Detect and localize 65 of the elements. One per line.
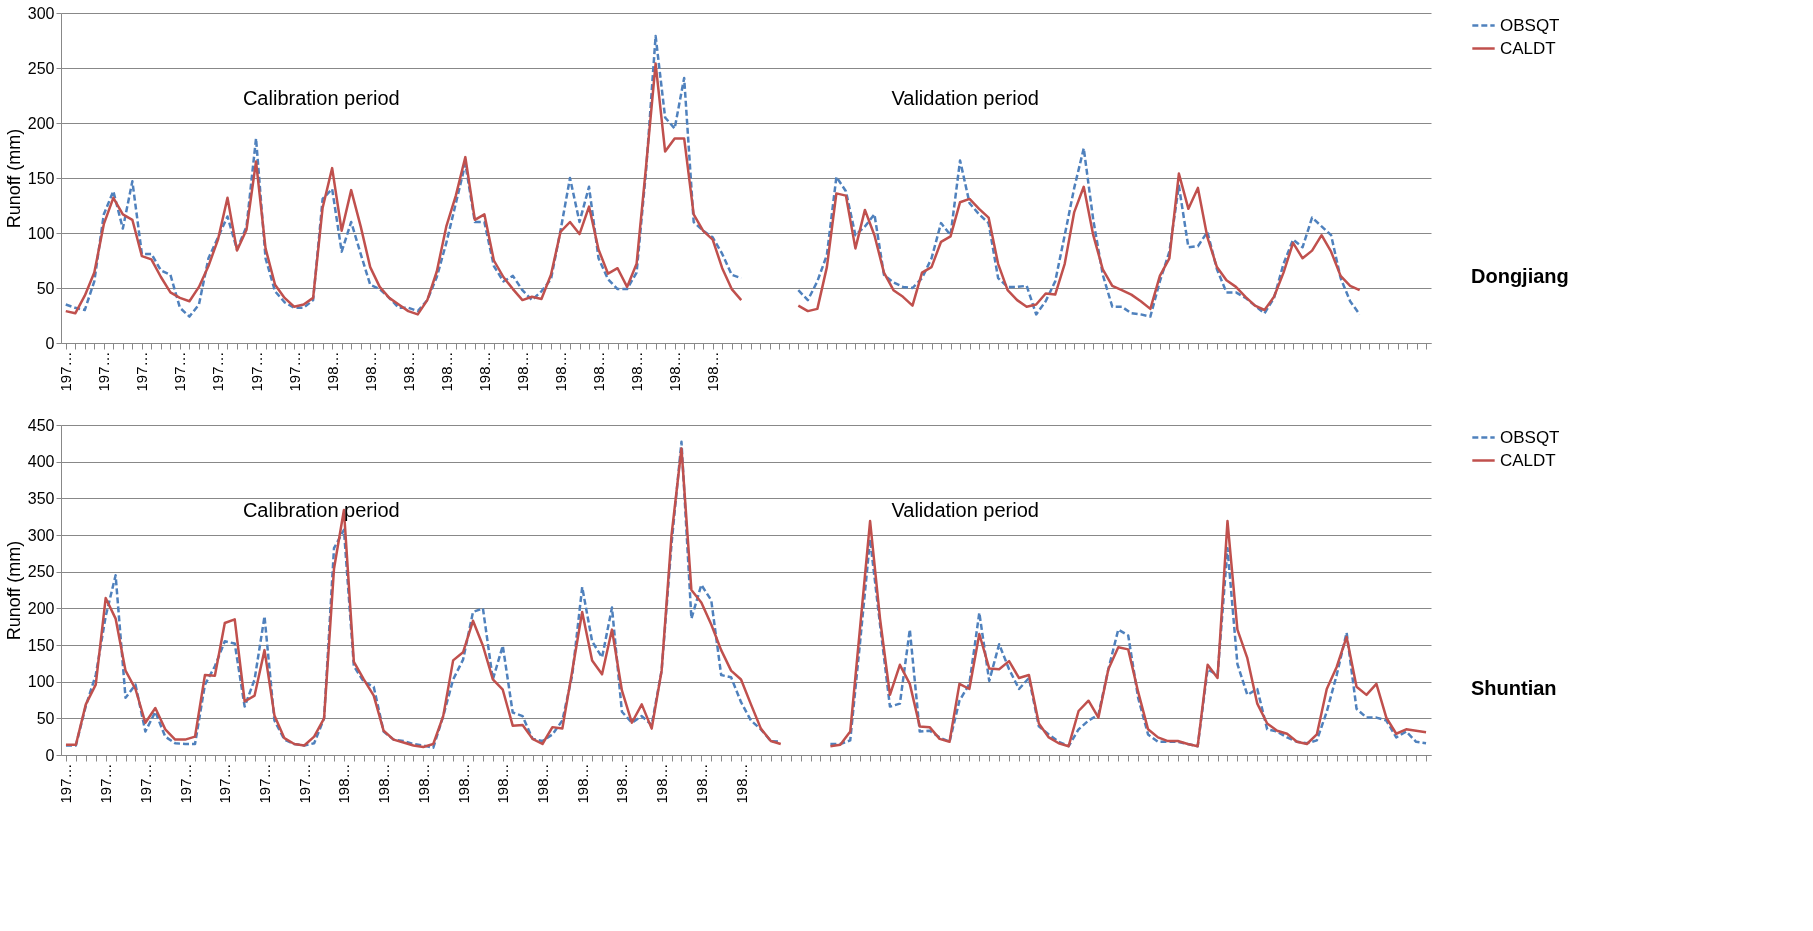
x-tick-label: 198… <box>475 351 493 392</box>
x-tick-label: 198… <box>375 763 393 804</box>
x-tick-label: 197… <box>95 351 113 392</box>
x-tick-label: 198… <box>399 351 417 392</box>
x-tick-label: 198… <box>628 351 646 392</box>
x-tick-label: 198… <box>494 763 512 804</box>
y-tick-label: 100 <box>27 673 55 691</box>
y-tick-label: 200 <box>27 599 55 617</box>
x-tick-label: 198… <box>361 351 379 392</box>
y-tick-label: 400 <box>27 453 55 471</box>
x-tick-label: 198… <box>551 351 569 392</box>
legend-label: OBSQT <box>1500 427 1560 447</box>
y-tick-label: 450 <box>27 416 55 434</box>
x-tick-label: 198… <box>590 351 608 392</box>
y-tick-label: 200 <box>27 114 55 132</box>
x-tick-label: 198… <box>335 763 353 804</box>
x-tick-label: 198… <box>533 763 551 804</box>
text: Shuntian <box>1471 677 1557 699</box>
x-tick-label: 198… <box>573 763 591 804</box>
x-tick-label: 198… <box>613 763 631 804</box>
y-axis-title: Runoff (mm) <box>3 540 24 641</box>
y-tick-label: 250 <box>27 563 55 581</box>
y-tick-label: 150 <box>27 169 55 187</box>
text: Dongjiang <box>1471 265 1569 287</box>
x-tick-label: 197… <box>295 763 313 804</box>
x-tick-label: 198… <box>692 763 710 804</box>
y-tick-label: 0 <box>45 746 55 764</box>
x-tick-label: 198… <box>666 351 684 392</box>
x-tick-label: 198… <box>704 351 722 392</box>
x-tick-label: 198… <box>437 351 455 392</box>
x-tick-label: 198… <box>454 763 472 804</box>
y-tick-label: 100 <box>27 224 55 242</box>
y-axis-title: Runoff (mm) <box>3 128 24 229</box>
y-tick-label: 50 <box>36 709 55 727</box>
x-tick-label: 197… <box>216 763 234 804</box>
x-tick-label: 197… <box>57 763 75 804</box>
x-tick-label: 198… <box>323 351 341 392</box>
x-tick-label: 197… <box>256 763 274 804</box>
annotation: Calibration period <box>242 498 400 521</box>
x-tick-label: 197… <box>285 351 303 392</box>
annotation: Validation period <box>891 86 1039 109</box>
x-tick-label: 198… <box>653 763 671 804</box>
legend-label: CALDT <box>1500 450 1556 470</box>
y-tick-label: 300 <box>27 4 55 22</box>
annotation: Validation period <box>891 498 1039 521</box>
x-tick-label: 197… <box>247 351 265 392</box>
y-tick-label: 0 <box>45 334 55 352</box>
x-tick-label: 198… <box>414 763 432 804</box>
x-tick-label: 197… <box>97 763 115 804</box>
legend-label: CALDT <box>1500 38 1556 58</box>
x-tick-label: 198… <box>732 763 750 804</box>
legend-label: OBSQT <box>1500 15 1560 35</box>
annotation: Calibration period <box>242 86 400 109</box>
y-tick-label: 250 <box>27 59 55 77</box>
x-tick-label: 197… <box>136 763 154 804</box>
x-tick-label: 197… <box>133 351 151 392</box>
y-tick-label: 300 <box>27 526 55 544</box>
x-tick-label: 198… <box>513 351 531 392</box>
y-tick-label: 350 <box>27 489 55 507</box>
x-tick-label: 197… <box>57 351 75 392</box>
y-tick-label: 50 <box>36 279 55 297</box>
x-tick-label: 197… <box>171 351 189 392</box>
y-tick-label: 150 <box>27 636 55 654</box>
x-tick-label: 197… <box>209 351 227 392</box>
x-tick-label: 197… <box>176 763 194 804</box>
